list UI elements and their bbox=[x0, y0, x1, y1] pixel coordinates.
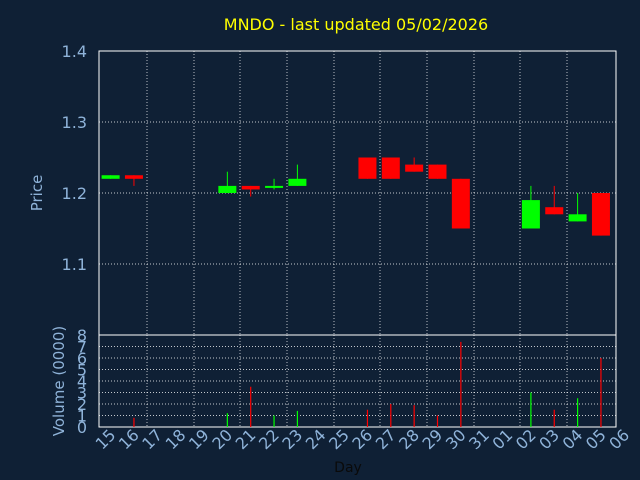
volume-tick-label: 4 bbox=[77, 372, 87, 391]
volume-axis-label: Volume (0000) bbox=[50, 326, 68, 436]
candle-body bbox=[358, 157, 377, 179]
volume-tick-label: 8 bbox=[77, 326, 87, 345]
candle-body bbox=[288, 178, 307, 186]
candle-body bbox=[428, 164, 447, 179]
candle-body bbox=[381, 157, 400, 179]
volume-tick-label: 7 bbox=[77, 338, 87, 357]
volume-bars bbox=[133, 341, 602, 427]
candle-body bbox=[521, 200, 540, 229]
volume-bar bbox=[226, 413, 228, 427]
volume-grid bbox=[99, 335, 616, 427]
candle-body bbox=[545, 207, 564, 215]
candle-body bbox=[265, 185, 284, 188]
volume-bar bbox=[296, 410, 298, 427]
volume-bar bbox=[250, 386, 252, 427]
volume-tick-label: 1 bbox=[77, 407, 87, 426]
candle-body bbox=[568, 214, 587, 222]
volume-bar bbox=[413, 405, 415, 427]
volume-bar bbox=[553, 409, 555, 427]
price-tick-label: 1.1 bbox=[62, 255, 87, 274]
volume-frame bbox=[98, 334, 617, 428]
price-tick-label: 1.2 bbox=[62, 184, 87, 203]
volume-tick-label: 3 bbox=[77, 384, 87, 403]
volume-bar bbox=[273, 415, 275, 427]
volume-tick-label: 6 bbox=[77, 349, 87, 368]
price-y-ticks: 1.1 1.2 1.3 1.4 bbox=[62, 42, 87, 274]
volume-bar bbox=[436, 415, 439, 427]
volume-tick-label: 0 bbox=[77, 418, 87, 437]
price-tick-label: 1.3 bbox=[62, 113, 87, 132]
price-grid bbox=[99, 50, 616, 335]
price-tick-label: 1.4 bbox=[62, 42, 87, 61]
x-tick-label: 06 bbox=[605, 425, 633, 453]
candle-body bbox=[591, 193, 610, 236]
volume-bar bbox=[390, 404, 392, 427]
candle-body bbox=[101, 175, 120, 179]
volume-bar bbox=[600, 358, 602, 427]
volume-tick-label: 5 bbox=[77, 361, 87, 380]
volume-bar bbox=[366, 409, 369, 427]
candle-body bbox=[405, 164, 424, 172]
price-axis-label: Price bbox=[28, 175, 46, 212]
candles bbox=[101, 157, 610, 236]
volume-bar bbox=[460, 341, 462, 427]
candle-body bbox=[241, 185, 260, 190]
candle-body bbox=[218, 185, 237, 193]
volume-bar bbox=[530, 392, 532, 427]
x-tick-labels: 1516171819202122232425262728293031010203… bbox=[92, 425, 634, 453]
volume-tick-label: 2 bbox=[77, 395, 87, 414]
chart-title: MNDO - last updated 05/02/2026 bbox=[224, 15, 488, 34]
volume-bar bbox=[577, 398, 579, 427]
volume-bar bbox=[133, 417, 135, 427]
candle-body bbox=[124, 175, 143, 179]
candle-body bbox=[451, 178, 470, 229]
x-axis-label: Day bbox=[334, 460, 362, 476]
